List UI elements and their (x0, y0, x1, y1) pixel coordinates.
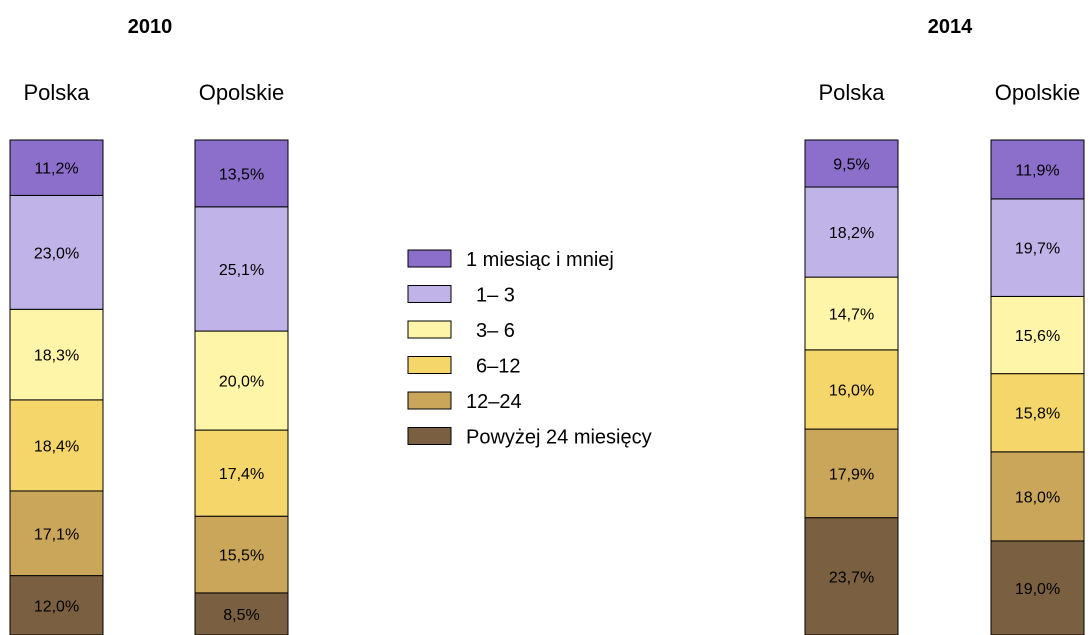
data-label: 14,7% (829, 306, 874, 323)
data-label: 17,9% (829, 466, 874, 483)
bar-segment-opolskie-2010-0 (194, 139, 289, 208)
bar-segment-polska-2014-2 (804, 276, 899, 351)
legend-label: 6–12 (476, 356, 521, 378)
bar-segment-opolskie-2014-0 (990, 139, 1085, 200)
bar-segment-polska-2010-0 (9, 139, 104, 196)
bar-name-polska-2014: Polska (818, 80, 885, 105)
legend-swatch (407, 427, 452, 445)
bar-segment-opolskie-2010-1 (194, 206, 289, 332)
data-label: 19,0% (1015, 581, 1060, 598)
data-label: 11,2% (34, 161, 78, 178)
data-label: 17,1% (34, 526, 79, 543)
legend-swatch (407, 391, 452, 410)
legend-label: 3– 6 (476, 320, 515, 342)
bar-segment-polska-2014-4 (804, 428, 899, 519)
data-label: 18,2% (829, 225, 874, 242)
legend: 1 miesiąc i mniej 1– 3 3– 6 6–12 12–24 Powyże… (407, 249, 652, 449)
bar-segment-opolskie-2010-4 (194, 515, 289, 594)
data-label: 15,6% (1015, 328, 1060, 345)
legend-label: 1 miesiąc i mniej (466, 249, 614, 271)
bar-segment-opolskie-2014-3 (990, 373, 1085, 453)
legend-swatch (407, 249, 452, 268)
legend-label: 1– 3 (476, 285, 515, 307)
bar-name-opolskie-2010: Opolskie (199, 80, 285, 105)
year-title-2014: 2014 (928, 16, 973, 38)
bar-name-opolskie-2014: Opolskie (995, 80, 1081, 105)
data-label: 18,4% (34, 438, 79, 455)
data-label: 15,8% (1015, 406, 1060, 423)
data-label: 16,0% (829, 382, 874, 399)
year-title-2010: 2010 (128, 16, 173, 38)
bars-layer: 2010 Polska 12,0% 17,1% 18,4% 18,3% 23,0% 11,2%… (9, 16, 1085, 635)
bar-segment-opolskie-2014-1 (990, 198, 1085, 297)
data-label: 9,5% (833, 157, 869, 174)
legend-swatch (407, 285, 452, 303)
bar-name-polska-2010: Polska (23, 80, 90, 105)
data-label: 15,5% (219, 548, 264, 565)
data-label: 18,0% (1015, 489, 1060, 506)
data-label: 13,5% (219, 166, 264, 183)
data-label: 20,0% (219, 374, 264, 391)
bar-segment-polska-2010-1 (9, 194, 104, 310)
data-label: 17,4% (219, 466, 264, 483)
bar-segment-opolskie-2010-2 (194, 330, 289, 431)
data-label: 23,0% (34, 245, 79, 262)
bar-segment-opolskie-2014-4 (990, 451, 1085, 542)
bar-segment-polska-2010-4 (9, 490, 104, 577)
data-label: 12,0% (34, 598, 79, 615)
bar-segment-polska-2014-1 (804, 186, 899, 278)
data-label: 8,5% (223, 607, 259, 624)
data-label: 19,7% (1015, 241, 1060, 258)
data-label: 23,7% (829, 569, 874, 586)
legend-swatch (407, 320, 452, 339)
data-label: 25,1% (219, 262, 264, 279)
legend-label: 12–24 (466, 391, 522, 413)
bar-segment-polska-2010-2 (9, 308, 104, 401)
bar-segment-polska-2010-5 (9, 575, 104, 635)
bar-segment-opolskie-2014-2 (990, 295, 1085, 375)
bar-segment-polska-2014-0 (804, 139, 899, 188)
bar-segment-opolskie-2014-5 (990, 540, 1085, 635)
legend-swatch (407, 356, 452, 374)
bar-segment-polska-2014-5 (804, 517, 899, 635)
data-label: 11,9% (1015, 162, 1059, 179)
legend-label: Powyżej 24 miesięcy (466, 427, 652, 449)
data-label: 18,3% (34, 348, 79, 365)
bar-segment-opolskie-2010-3 (194, 429, 289, 517)
